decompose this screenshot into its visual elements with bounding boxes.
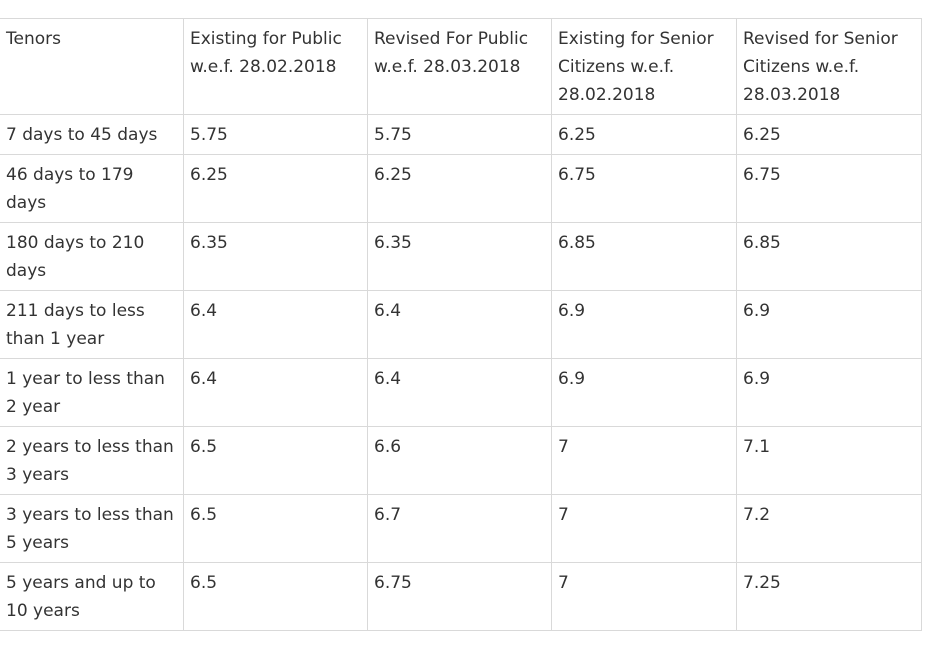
rate-cell: 7 [551,426,737,495]
tenor-cell: 46 days to 179 days [0,154,184,223]
rate-cell: 7.2 [736,494,922,563]
table-row: 2 years to less than 3 years 6.5 6.6 7 7… [0,426,922,495]
tenor-cell: 180 days to 210 days [0,222,184,291]
tenor-cell: 7 days to 45 days [0,114,184,155]
rate-cell: 6.4 [183,358,368,427]
table-row: 5 years and up to 10 years 6.5 6.75 7 7.… [0,562,922,631]
rate-cell: 6.6 [367,426,552,495]
rate-cell: 6.85 [736,222,922,291]
rate-cell: 6.5 [183,562,368,631]
table-row: 3 years to less than 5 years 6.5 6.7 7 7… [0,494,922,563]
rate-cell: 6.5 [183,426,368,495]
rate-cell: 7 [551,494,737,563]
tenor-cell: 3 years to less than 5 years [0,494,184,563]
rate-cell: 5.75 [183,114,368,155]
rate-cell: 5.75 [367,114,552,155]
table-row: 1 year to less than 2 year 6.4 6.4 6.9 6… [0,358,922,427]
tenor-cell: 1 year to less than 2 year [0,358,184,427]
rate-cell: 6.25 [551,114,737,155]
table-row: 7 days to 45 days 5.75 5.75 6.25 6.25 [0,114,922,155]
horizontal-scroll-area[interactable] [0,641,925,662]
table-row: 180 days to 210 days 6.35 6.35 6.85 6.85 [0,222,922,291]
rate-cell: 6.35 [183,222,368,291]
interest-rates-table: Tenors Existing for Public w.e.f. 28.02.… [0,18,922,631]
rate-cell: 6.9 [551,290,737,359]
rate-cell: 6.75 [736,154,922,223]
header-existing-public: Existing for Public w.e.f. 28.02.2018 [183,18,368,115]
table-row: 46 days to 179 days 6.25 6.25 6.75 6.75 [0,154,922,223]
rate-cell: 6.5 [183,494,368,563]
rate-cell: 6.9 [551,358,737,427]
rate-cell: 6.9 [736,358,922,427]
rate-cell: 6.7 [367,494,552,563]
tenor-cell: 2 years to less than 3 years [0,426,184,495]
tenor-cell: 211 days to less than 1 year [0,290,184,359]
header-existing-senior: Existing for Senior Citizens w.e.f. 28.0… [551,18,737,115]
rate-cell: 7 [551,562,737,631]
rate-cell: 6.4 [367,358,552,427]
rate-cell: 6.9 [736,290,922,359]
tenor-cell: 5 years and up to 10 years [0,562,184,631]
header-revised-public: Revised For Public w.e.f. 28.03.2018 [367,18,552,115]
rate-cell: 6.4 [367,290,552,359]
rate-cell: 6.4 [183,290,368,359]
header-tenors: Tenors [0,18,184,115]
header-revised-senior: Revised for Senior Citizens w.e.f. 28.03… [736,18,922,115]
rate-cell: 6.75 [551,154,737,223]
table-row: 211 days to less than 1 year 6.4 6.4 6.9… [0,290,922,359]
rate-cell: 6.25 [367,154,552,223]
rate-cell: 6.25 [736,114,922,155]
rate-cell: 7.1 [736,426,922,495]
rate-cell: 6.25 [183,154,368,223]
rate-cell: 6.75 [367,562,552,631]
table-header-row: Tenors Existing for Public w.e.f. 28.02.… [0,18,922,115]
rate-cell: 6.85 [551,222,737,291]
rate-cell: 6.35 [367,222,552,291]
rate-cell: 7.25 [736,562,922,631]
